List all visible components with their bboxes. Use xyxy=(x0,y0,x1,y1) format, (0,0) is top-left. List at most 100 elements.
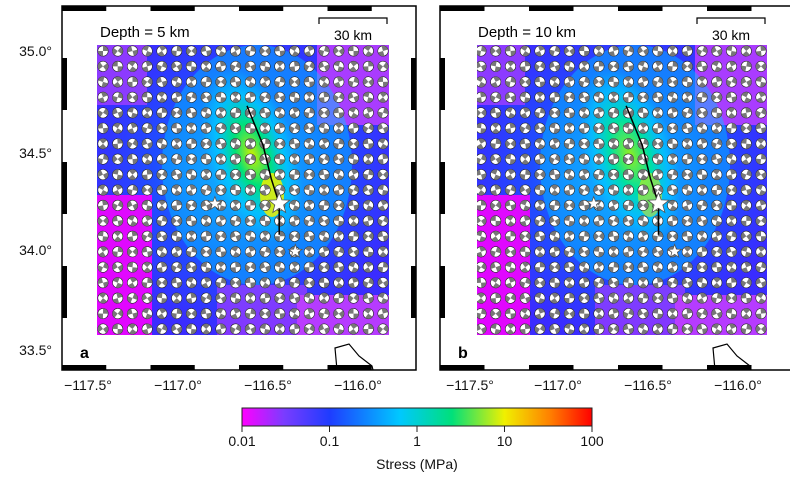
focal-mechanism-icon xyxy=(696,308,708,320)
beach-ball-quadrant xyxy=(623,200,634,211)
focal-mechanism-icon xyxy=(112,323,124,335)
beach-ball-quadrant xyxy=(156,324,168,334)
focal-mechanism-icon xyxy=(362,122,374,134)
focal-mechanism-icon xyxy=(477,323,487,335)
focal-mechanism-icon xyxy=(726,292,737,304)
beach-ball-quadrant xyxy=(318,92,330,103)
focal-mechanism-icon xyxy=(97,107,109,119)
beach-ball-quadrant xyxy=(245,324,256,334)
beach-ball-quadrant xyxy=(333,46,344,56)
focal-mechanism-icon xyxy=(171,323,183,335)
focal-mechanism-icon xyxy=(303,153,315,165)
beach-ball-quadrant xyxy=(711,231,722,242)
focal-mechanism-icon xyxy=(755,230,767,242)
beach-ball-quadrant xyxy=(534,61,546,71)
focal-mechanism-icon xyxy=(318,261,330,273)
beach-ball-quadrant xyxy=(534,292,545,304)
focal-mechanism-icon xyxy=(578,45,590,57)
beach-ball-quadrant xyxy=(304,76,315,88)
beach-ball-quadrant xyxy=(520,107,530,118)
beach-ball-quadrant xyxy=(289,107,300,118)
beach-ball-quadrant xyxy=(549,92,560,103)
beach-ball-quadrant xyxy=(156,107,168,119)
focal-mechanism-icon xyxy=(563,107,575,119)
beach-ball-quadrant xyxy=(549,154,560,164)
beach-ball-quadrant xyxy=(520,92,531,103)
beach-ball-quadrant xyxy=(171,108,182,117)
focal-mechanism-icon xyxy=(608,261,620,273)
focal-mechanism-icon xyxy=(563,215,575,227)
coastline xyxy=(712,343,752,371)
beach-ball-quadrant xyxy=(682,184,693,196)
beach-ball-quadrant xyxy=(290,262,299,273)
focal-mechanism-icon xyxy=(333,153,345,165)
focal-mechanism-icon xyxy=(171,45,183,57)
beach-ball-quadrant xyxy=(520,61,531,72)
focal-mechanism-icon xyxy=(755,45,767,57)
focal-mechanism-icon xyxy=(303,60,315,72)
frame-tick xyxy=(239,6,284,11)
focal-mechanism-icon xyxy=(549,215,561,227)
beach-ball-quadrant xyxy=(726,61,737,72)
focal-mechanism-icon xyxy=(377,308,389,320)
beach-ball-quadrant xyxy=(477,61,487,72)
beach-ball-quadrant xyxy=(98,184,108,196)
beach-ball-quadrant xyxy=(378,45,388,57)
scale-bar xyxy=(696,17,766,24)
colorbar: 0.01 0.1 1 10 100 Stress (MPa) xyxy=(228,407,604,472)
focal-mechanism-icon xyxy=(274,60,286,72)
focal-mechanism-icon xyxy=(303,261,315,273)
focal-mechanism-icon xyxy=(259,184,271,196)
beach-ball-quadrant xyxy=(667,185,678,195)
focal-mechanism-icon xyxy=(490,91,502,103)
focal-mechanism-icon xyxy=(740,215,752,227)
beach-ball-quadrant xyxy=(230,138,241,149)
beach-ball-quadrant xyxy=(142,293,153,303)
beach-ball-quadrant xyxy=(319,231,329,242)
focal-mechanism-icon xyxy=(578,122,590,134)
beach-ball-quadrant xyxy=(505,139,516,148)
focal-mechanism-icon xyxy=(519,323,531,335)
beach-ball-quadrant xyxy=(755,108,767,118)
beach-ball-quadrant xyxy=(623,246,634,257)
focal-mechanism-icon xyxy=(549,261,561,273)
focal-mechanism-icon xyxy=(490,261,502,273)
focal-mechanism-icon xyxy=(127,292,138,304)
beach-ball-quadrant xyxy=(142,308,153,319)
beach-ball-quadrant xyxy=(230,153,241,165)
beach-ball-quadrant xyxy=(624,184,633,196)
beach-ball-quadrant xyxy=(275,323,284,335)
focal-mechanism-icon xyxy=(303,45,315,57)
beach-ball-quadrant xyxy=(318,108,330,117)
focal-mechanism-icon xyxy=(244,45,256,57)
beach-ball-quadrant xyxy=(520,246,531,257)
beach-ball-quadrant xyxy=(230,76,241,88)
beach-ball-quadrant xyxy=(157,92,167,103)
beach-ball-quadrant xyxy=(609,246,618,257)
beach-ball-quadrant xyxy=(186,292,197,304)
beach-ball-quadrant xyxy=(549,308,560,319)
focal-mechanism-icon xyxy=(593,292,605,304)
frame-tick xyxy=(239,365,284,370)
focal-mechanism-icon xyxy=(318,184,330,196)
focal-mechanism-icon xyxy=(303,184,315,196)
beach-ball-quadrant xyxy=(113,76,122,88)
beach-ball-quadrant xyxy=(490,292,501,304)
focal-mechanism-icon xyxy=(711,308,723,320)
beach-ball-quadrant xyxy=(156,124,168,133)
beach-ball-quadrant xyxy=(608,262,619,273)
focal-mechanism-icon xyxy=(215,184,227,196)
focal-mechanism-icon xyxy=(244,308,256,320)
focal-mechanism-icon xyxy=(637,230,649,242)
focal-mechanism-icon xyxy=(362,184,374,196)
focal-mechanism-icon xyxy=(377,246,389,258)
focal-mechanism-icon xyxy=(185,230,197,242)
focal-mechanism-grid xyxy=(97,45,389,335)
beach-ball-quadrant xyxy=(564,201,575,210)
beach-ball-quadrant xyxy=(726,185,737,195)
beach-ball-quadrant xyxy=(491,231,500,242)
focal-mechanism-icon xyxy=(608,215,620,227)
beach-ball-quadrant xyxy=(755,62,767,71)
focal-mechanism-icon xyxy=(681,246,693,258)
focal-mechanism-icon xyxy=(244,169,256,181)
